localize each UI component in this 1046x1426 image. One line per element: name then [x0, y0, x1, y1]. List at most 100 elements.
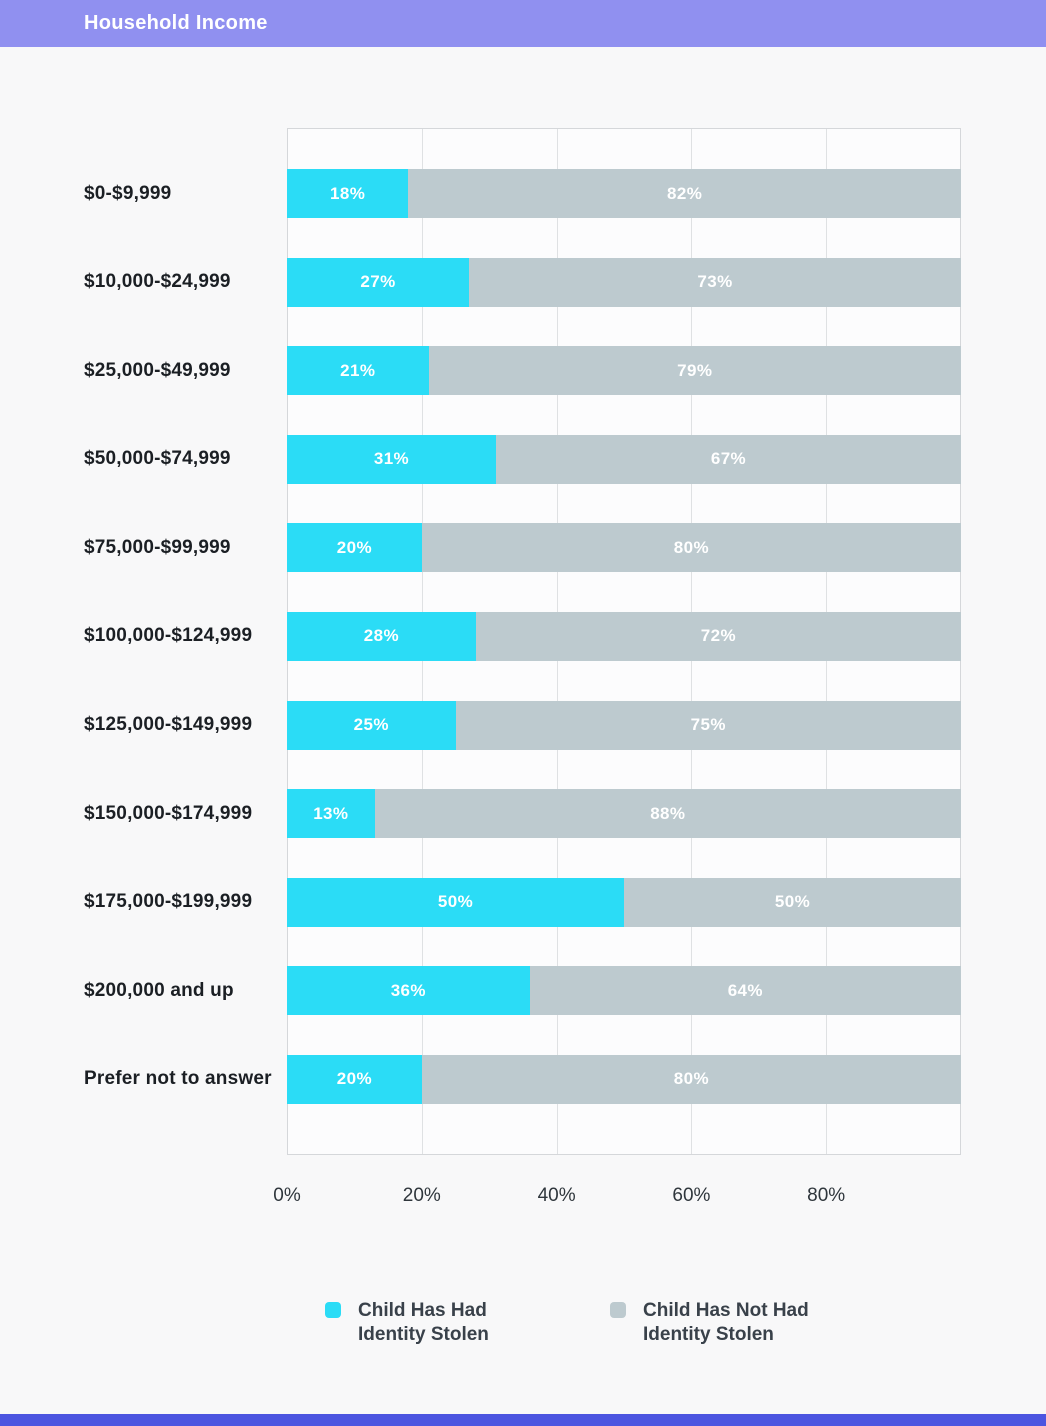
- legend-item: Child Has Not Had Identity Stolen: [610, 1299, 809, 1346]
- bar-row: Prefer not to answer 20% 80%: [0, 1054, 961, 1144]
- category-label: $150,000-$174,999: [0, 789, 287, 838]
- stacked-bar: 20% 80%: [287, 1054, 961, 1104]
- category-label-text: $200,000 and up: [84, 979, 234, 1001]
- category-label: Prefer not to answer: [0, 1055, 287, 1104]
- segment-identity-stolen[interactable]: 13%: [287, 789, 375, 839]
- stacked-bar: 20% 80%: [287, 523, 961, 573]
- segment-identity-stolen[interactable]: 20%: [287, 523, 422, 573]
- segment-value-label: 82%: [667, 183, 703, 203]
- segment-value-label: 80%: [673, 537, 710, 557]
- legend-label-line: Child Has Not Had: [643, 1300, 809, 1321]
- bar-row: $175,000-$199,999 50% 50%: [0, 877, 961, 967]
- segment-identity-stolen[interactable]: 21%: [287, 346, 429, 396]
- category-label-text: $150,000-$174,999: [84, 802, 253, 824]
- bar-rows: $0-$9,999 18% 82% $10,000-$24,999 27% 73% $25,…: [0, 169, 961, 1144]
- category-label-text: $125,000-$149,999: [84, 714, 253, 736]
- bar-row: $50,000-$74,999 31% 67%: [0, 434, 961, 524]
- category-label-text: $10,000-$24,999: [84, 271, 231, 293]
- category-label-text: $50,000-$74,999: [84, 448, 231, 470]
- category-label: $0-$9,999: [0, 169, 287, 218]
- segment-identity-not-stolen[interactable]: 79%: [428, 346, 961, 396]
- category-label: $10,000-$24,999: [0, 258, 287, 307]
- legend-item: Child Has Had Identity Stolen: [325, 1299, 489, 1346]
- stacked-bar: 36% 64%: [287, 966, 961, 1016]
- segment-value-label: 27%: [360, 272, 396, 292]
- segment-value-label: 50%: [774, 892, 811, 912]
- bar-row: $75,000-$99,999 20% 80%: [0, 523, 961, 612]
- category-label: $75,000-$99,999: [0, 523, 287, 572]
- segment-value-label: 13%: [313, 803, 349, 823]
- x-axis-tick-label: 40%: [537, 1185, 576, 1206]
- category-label: $200,000 and up: [0, 966, 287, 1015]
- category-label-text: $75,000-$99,999: [84, 536, 231, 558]
- x-axis-tick-label: 20%: [402, 1185, 441, 1206]
- legend-label-line: Child Has Had: [358, 1300, 487, 1321]
- segment-value-label: 79%: [677, 360, 713, 380]
- segment-identity-not-stolen[interactable]: 75%: [455, 700, 961, 750]
- segment-value-label: 25%: [353, 715, 389, 735]
- segment-value-label: 21%: [340, 360, 376, 380]
- segment-value-label: 28%: [363, 626, 399, 646]
- segment-identity-stolen[interactable]: 20%: [287, 1054, 422, 1104]
- category-label: $25,000-$49,999: [0, 346, 287, 395]
- stacked-bar: 28% 72%: [287, 611, 961, 661]
- segment-identity-stolen[interactable]: 36%: [287, 966, 530, 1016]
- stacked-bar: 27% 73%: [287, 257, 961, 307]
- bar-row: $25,000-$49,999 21% 79%: [0, 346, 961, 435]
- legend-label: Child Has Not Had Identity Stolen: [643, 1299, 809, 1346]
- category-label-text: $100,000-$124,999: [84, 625, 253, 647]
- segment-identity-not-stolen[interactable]: 88%: [374, 789, 961, 839]
- segment-value-label: 64%: [727, 980, 763, 1000]
- segment-value-label: 88%: [650, 803, 686, 823]
- segment-identity-not-stolen[interactable]: 80%: [421, 1054, 961, 1104]
- x-axis-tick-label: 80%: [807, 1185, 846, 1206]
- bar-row: $125,000-$149,999 25% 75%: [0, 700, 961, 790]
- legend-swatch: [325, 1302, 341, 1318]
- x-axis-tick-label: 60%: [672, 1185, 711, 1206]
- segment-identity-not-stolen[interactable]: 64%: [529, 966, 961, 1016]
- segment-identity-not-stolen[interactable]: 80%: [421, 523, 961, 573]
- legend-label: Child Has Had Identity Stolen: [358, 1299, 489, 1346]
- segment-value-label: 20%: [336, 537, 373, 557]
- category-label-text: $0-$9,999: [84, 182, 172, 204]
- chart-titlebar: Household Income: [0, 0, 1046, 47]
- x-axis: 0% 20% 40% 60% 80%: [273, 1185, 961, 1209]
- bar-row: $150,000-$174,999 13% 88%: [0, 789, 961, 878]
- segment-value-label: 72%: [700, 626, 736, 646]
- bar-row: $200,000 and up 36% 64%: [0, 966, 961, 1055]
- x-axis-tick-label: 0%: [273, 1185, 301, 1206]
- category-label: $50,000-$74,999: [0, 435, 287, 484]
- category-label: $100,000-$124,999: [0, 612, 287, 661]
- legend-label-line: Identity Stolen: [358, 1323, 489, 1345]
- segment-identity-stolen[interactable]: 28%: [287, 611, 476, 661]
- segment-identity-stolen[interactable]: 27%: [287, 257, 469, 307]
- segment-value-label: 75%: [690, 715, 726, 735]
- category-label-text: Prefer not to answer: [84, 1068, 272, 1090]
- segment-identity-not-stolen[interactable]: 73%: [468, 257, 961, 307]
- category-label: $175,000-$199,999: [0, 878, 287, 927]
- category-label-text: $25,000-$49,999: [84, 359, 231, 381]
- category-label: $125,000-$149,999: [0, 701, 287, 750]
- bottom-accent-bar: [0, 1414, 1046, 1426]
- stacked-bar: 13% 88%: [287, 789, 961, 839]
- segment-identity-not-stolen[interactable]: 82%: [408, 169, 961, 218]
- stacked-bar: 25% 75%: [287, 700, 961, 750]
- segment-identity-stolen[interactable]: 31%: [287, 434, 496, 484]
- segment-identity-stolen[interactable]: 50%: [287, 877, 624, 927]
- stacked-bar: 31% 67%: [287, 434, 961, 484]
- segment-value-label: 20%: [336, 1069, 373, 1089]
- segment-identity-not-stolen[interactable]: 67%: [495, 434, 961, 484]
- segment-value-label: 18%: [330, 183, 366, 203]
- segment-identity-stolen[interactable]: 18%: [287, 169, 409, 218]
- bar-row: $10,000-$24,999 27% 73%: [0, 257, 961, 347]
- segment-value-label: 50%: [437, 892, 474, 912]
- segment-identity-stolen[interactable]: 25%: [287, 700, 456, 750]
- bar-row: $0-$9,999 18% 82%: [0, 169, 961, 258]
- stacked-bar: 18% 82%: [287, 169, 961, 218]
- stacked-bar: 50% 50%: [287, 877, 961, 927]
- segment-identity-not-stolen[interactable]: 72%: [475, 611, 961, 661]
- chart-title: Household Income: [84, 12, 268, 34]
- segment-identity-not-stolen[interactable]: 50%: [624, 877, 961, 927]
- segment-value-label: 36%: [390, 980, 426, 1000]
- segment-value-label: 31%: [373, 449, 410, 469]
